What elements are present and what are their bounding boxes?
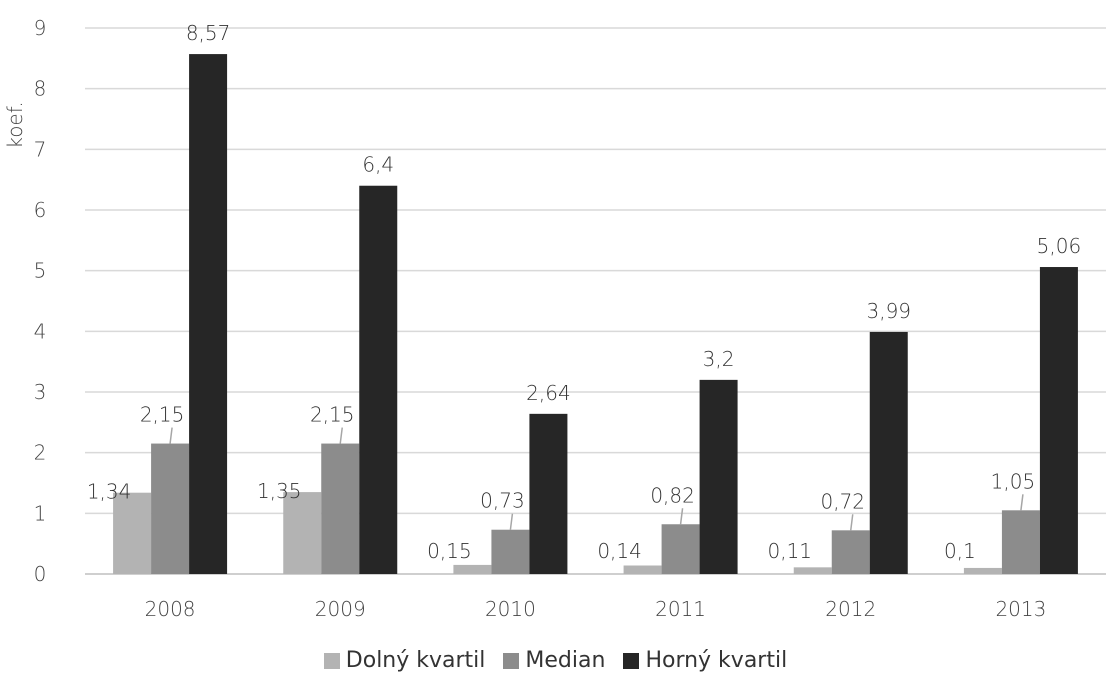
data-label: 0,82 — [650, 483, 695, 507]
x-tick-label: 2013 — [995, 597, 1046, 621]
bar — [832, 530, 870, 574]
x-tick-label: 2010 — [485, 597, 536, 621]
bar — [189, 54, 227, 574]
y-tick-label: 6 — [34, 198, 47, 222]
data-label: 0,73 — [480, 489, 525, 513]
bar — [1002, 510, 1040, 574]
leader-line — [170, 428, 172, 444]
y-tick-label: 7 — [34, 137, 47, 161]
y-tick-label: 4 — [34, 319, 47, 343]
bar — [624, 566, 662, 574]
legend-item: Dolný kvartil — [324, 648, 486, 673]
leader-line — [340, 428, 342, 444]
legend-label: Dolný kvartil — [346, 648, 486, 673]
data-label: 6,4 — [362, 153, 394, 177]
leader-line — [510, 514, 512, 530]
bar — [283, 492, 321, 574]
legend-swatch — [324, 653, 340, 669]
leader-line — [1021, 494, 1023, 510]
data-label: 0,11 — [767, 539, 812, 563]
leader-line — [681, 508, 683, 524]
bar — [870, 332, 908, 574]
bar — [321, 444, 359, 574]
data-label: 0,72 — [820, 489, 865, 513]
data-label: 3,2 — [703, 347, 735, 371]
bar — [700, 380, 738, 574]
data-labels: 1,34 2,15 8,57 1,35 2,15 6,4 0,15 0,73 2,64 0,14 0… — [87, 21, 1081, 563]
data-label: 0,14 — [597, 539, 642, 563]
bar — [491, 530, 529, 574]
legend-item: Horný kvartil — [623, 648, 787, 673]
legend-label: Median — [525, 648, 605, 673]
y-tick-label: 8 — [34, 77, 47, 101]
data-label: 2,15 — [310, 403, 355, 427]
leader-line — [851, 514, 853, 530]
data-label: 5,06 — [1037, 234, 1082, 258]
y-axis-ticks: 0 1 2 3 4 5 6 7 8 9 — [34, 16, 47, 586]
data-label: 0,1 — [944, 539, 976, 563]
data-label: 2,15 — [140, 403, 185, 427]
y-tick-label: 0 — [34, 562, 47, 586]
x-tick-label: 2012 — [825, 597, 876, 621]
bar — [453, 565, 491, 574]
legend: Dolný kvartil Median Horný kvartil — [0, 648, 1111, 673]
bar — [359, 186, 397, 574]
x-tick-label: 2009 — [315, 597, 366, 621]
legend-label: Horný kvartil — [645, 648, 787, 673]
legend-swatch — [503, 653, 519, 669]
y-axis-label: koef. — [3, 101, 27, 148]
y-tick-label: 3 — [34, 380, 47, 404]
data-label: 0,15 — [427, 539, 472, 563]
bar — [113, 493, 151, 574]
y-tick-label: 5 — [34, 259, 47, 283]
data-label: 1,34 — [87, 480, 132, 504]
bar — [151, 444, 189, 574]
legend-swatch — [623, 653, 639, 669]
y-tick-label: 2 — [34, 441, 47, 465]
bar — [794, 567, 832, 574]
data-label: 2,64 — [526, 381, 571, 405]
data-label: 3,99 — [866, 299, 911, 323]
x-tick-label: 2008 — [145, 597, 196, 621]
bar — [662, 524, 700, 574]
data-label: 1,35 — [257, 479, 302, 503]
gridlines — [85, 28, 1106, 574]
legend-item: Median — [503, 648, 605, 673]
data-label: 8,57 — [186, 21, 231, 45]
y-tick-label: 1 — [34, 501, 47, 525]
x-axis-ticks: 2008 2009 2010 2011 2012 2013 — [145, 597, 1047, 621]
bar — [529, 414, 567, 574]
y-tick-label: 9 — [34, 16, 47, 40]
bar — [1040, 267, 1078, 574]
x-tick-label: 2011 — [655, 597, 706, 621]
bar — [964, 568, 1002, 574]
data-label: 1,05 — [991, 469, 1036, 493]
